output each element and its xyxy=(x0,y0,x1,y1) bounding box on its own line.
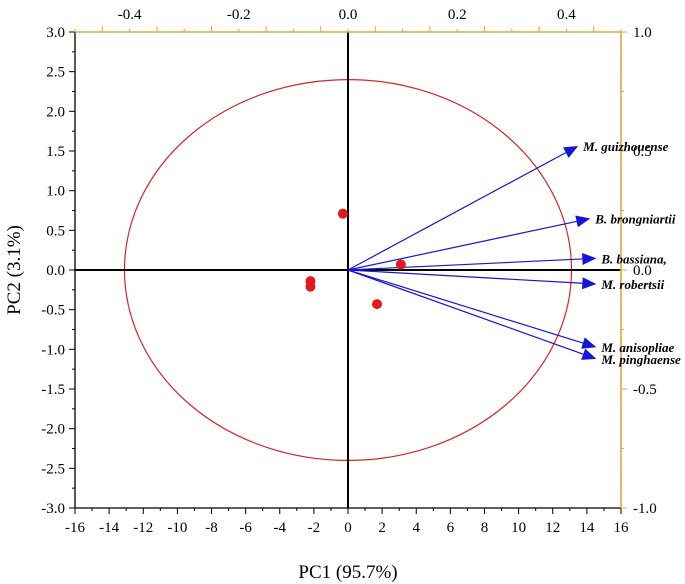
x-tick-label: -14 xyxy=(99,520,119,536)
y-tick-label: 0.5 xyxy=(46,223,65,239)
loading-vector-label: B. bassiana, xyxy=(600,251,666,266)
y-tick-label: 2.0 xyxy=(46,104,65,120)
loading-vector-arrowhead xyxy=(581,337,597,349)
x-tick-label: 4 xyxy=(413,520,421,536)
loading-vector-arrowhead xyxy=(563,145,579,158)
x-tick-label: 8 xyxy=(481,520,489,536)
y-tick-label: 1.0 xyxy=(46,184,65,200)
y-tick-label: -3.0 xyxy=(41,501,65,517)
loading-vector-arrowhead xyxy=(582,277,597,290)
x-tick-label: 6 xyxy=(447,520,455,536)
x-tick-label: -12 xyxy=(133,520,153,536)
loading-vector-arrowhead xyxy=(575,215,591,228)
score-point xyxy=(395,259,406,270)
top-tick-label: 0.4 xyxy=(557,7,576,23)
top-tick-label: 0.2 xyxy=(448,7,467,23)
right-tick-label: -1.0 xyxy=(633,501,657,517)
loading-vector-label: B. brongniartii xyxy=(594,212,676,227)
y-tick-label: -1.0 xyxy=(41,342,65,358)
loading-vector-line xyxy=(347,269,584,355)
loading-vectors: M. guizhouense B. brongniartii B. bassiana… xyxy=(347,139,681,367)
right-tick-label: 1.0 xyxy=(633,25,652,41)
tick-marks xyxy=(69,26,627,514)
y-tick-label: 1.5 xyxy=(46,144,65,160)
y-tick-label: -2.5 xyxy=(41,461,65,477)
loading-vector-label: M. robertsii xyxy=(600,277,664,292)
y-tick-label: -2.0 xyxy=(41,422,65,438)
score-point xyxy=(305,281,316,292)
x-tick-label: -6 xyxy=(239,520,252,536)
x-tick-label: -16 xyxy=(65,520,85,536)
x-tick-label: 14 xyxy=(579,520,595,536)
x-axis-title: PC1 (95.7%) xyxy=(298,562,397,583)
top-tick-label: 0.0 xyxy=(339,7,358,23)
x-tick-label: 12 xyxy=(545,520,560,536)
loading-vector-label: M. pinghaense xyxy=(600,352,681,367)
loading-vector-line xyxy=(347,269,583,284)
x-tick-label: -4 xyxy=(274,520,287,536)
x-tick-label: 0 xyxy=(344,520,352,536)
loading-vector-line xyxy=(347,258,583,271)
top-tick-label: -0.4 xyxy=(118,7,142,23)
loading-vector-label: M. anisopliae xyxy=(600,340,674,355)
x-tick-label: -10 xyxy=(167,520,187,536)
score-points xyxy=(305,208,406,310)
y-tick-label: 2.5 xyxy=(46,65,65,81)
loading-vector-arrowhead xyxy=(582,252,597,265)
x-tick-label: -8 xyxy=(205,520,218,536)
y-tick-label: -0.5 xyxy=(41,303,65,319)
x-tick-label: 10 xyxy=(511,520,526,536)
right-tick-label: 0.5 xyxy=(633,144,652,160)
x-tick-label: 2 xyxy=(378,520,386,536)
y-tick-label: 0.0 xyxy=(46,263,65,279)
loading-vector-line xyxy=(347,269,584,344)
x-tick-label: -2 xyxy=(308,520,321,536)
loading-vector-line xyxy=(347,152,567,271)
y-axis-title: PC2 (3.1%) xyxy=(4,225,25,315)
right-tick-label: 0.0 xyxy=(633,263,652,279)
loading-vector-arrowhead xyxy=(581,348,597,360)
loading-vector-label: M. guizhouense xyxy=(582,139,668,154)
top-tick-label: -0.2 xyxy=(227,7,251,23)
y-tick-label: -1.5 xyxy=(41,382,65,398)
x-tick-label: 16 xyxy=(614,520,630,536)
score-point xyxy=(372,299,383,310)
score-point xyxy=(337,208,348,219)
loading-vector-line xyxy=(347,220,577,271)
tick-labels: -16 -14 -12 -10 -8 -6 -4 -2 0 2 4 6 8 10 12 14 16 3.0 2.5 2… xyxy=(41,7,657,536)
y-tick-label: 3.0 xyxy=(46,25,65,41)
right-tick-label: -0.5 xyxy=(633,382,657,398)
